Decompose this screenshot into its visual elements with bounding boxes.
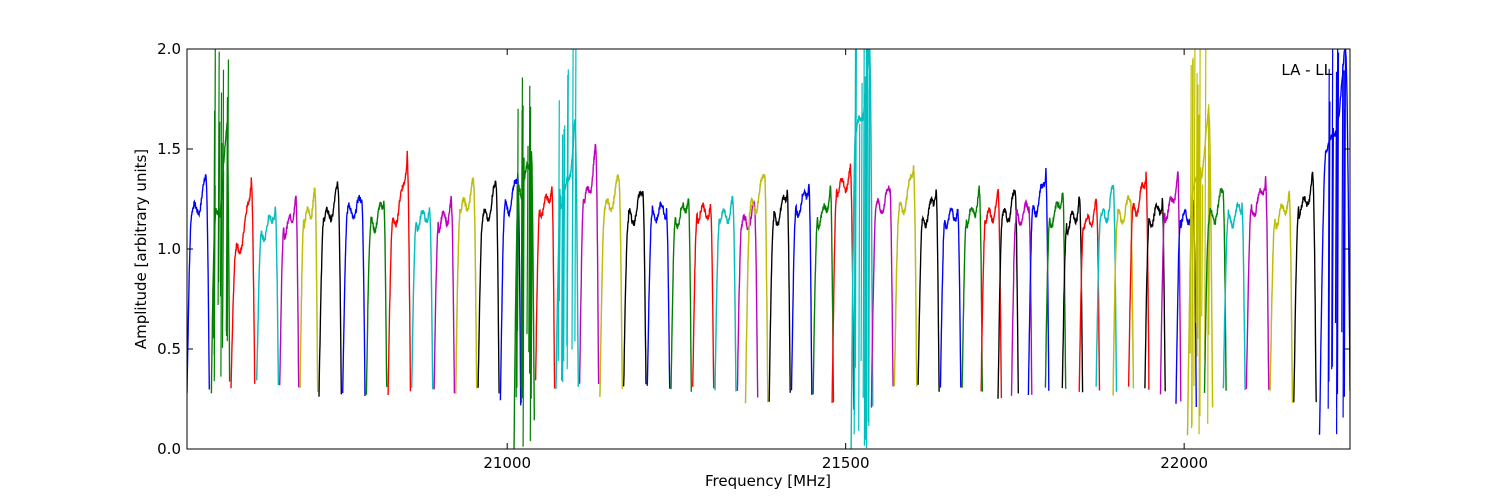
series-line	[455, 177, 478, 394]
series-line	[299, 187, 319, 392]
series-line	[768, 189, 791, 402]
series-line	[646, 201, 671, 389]
series-line	[256, 206, 280, 386]
x-axis: 21000 21500 22000	[483, 49, 1208, 472]
series-background-trace	[230, 177, 256, 389]
series-line	[1175, 199, 1197, 408]
series-line	[1293, 171, 1317, 403]
series-line	[318, 181, 342, 397]
series-background-trace	[893, 165, 918, 387]
series-line	[1010, 199, 1033, 396]
y-tick-label: 0.5	[157, 340, 181, 358]
series-line	[230, 177, 256, 389]
series-line	[477, 180, 500, 394]
series-background-trace	[318, 181, 343, 397]
chart-annotation: LA - LL	[1281, 61, 1332, 79]
y-axis: 0.0 0.5 1.0 1.5 2.0	[157, 40, 1350, 458]
x-tick-label: 21500	[822, 454, 870, 472]
series-line	[692, 202, 715, 389]
series-line	[622, 190, 647, 387]
x-axis-label: Frequency [MHz]	[705, 472, 831, 490]
series-line	[980, 188, 1003, 399]
series-line	[736, 200, 759, 398]
series-line	[187, 173, 210, 394]
y-tick-label: 0.0	[157, 440, 181, 458]
series-line	[599, 174, 623, 397]
y-tick-label: 1.5	[157, 140, 181, 158]
series-line	[670, 198, 692, 392]
series-line	[831, 163, 855, 410]
series-background-trace	[433, 195, 456, 394]
series-spikes	[213, 49, 229, 382]
series-background-trace	[961, 185, 984, 392]
series-background-trace	[255, 206, 280, 386]
series-background-trace	[831, 163, 855, 410]
series-background-trace	[812, 185, 835, 403]
series-line	[342, 194, 366, 397]
series-line	[1112, 195, 1135, 396]
y-tick-label: 1.0	[157, 240, 181, 258]
series-background-trace	[1269, 190, 1294, 403]
series-line	[365, 200, 388, 395]
series-spikes	[1327, 49, 1347, 435]
series-line	[433, 195, 456, 394]
series-line	[387, 150, 412, 396]
series-background-trace	[714, 195, 737, 392]
series-background-trace	[365, 200, 388, 395]
series-line	[411, 207, 434, 390]
series-spikes	[557, 49, 577, 383]
series-background-trace	[1245, 176, 1270, 390]
series-line	[1027, 167, 1050, 396]
y-axis-label: Amplitude [arbitrary units]	[132, 149, 150, 349]
series-background-trace	[1293, 171, 1317, 403]
series-spikes	[515, 77, 533, 447]
series-line	[1245, 176, 1270, 390]
series-line	[1144, 197, 1166, 392]
series-line	[1044, 192, 1067, 389]
series-line	[961, 185, 984, 392]
series-line	[1061, 196, 1084, 393]
series-line	[534, 186, 556, 389]
series-line	[744, 173, 769, 404]
series-line	[997, 189, 1019, 399]
series-spikes	[853, 49, 871, 449]
series-line	[812, 185, 835, 403]
series-line	[1203, 187, 1227, 393]
series-background-trace	[187, 173, 211, 394]
series-background-trace	[477, 180, 500, 394]
series-line	[870, 185, 894, 408]
series-line	[1095, 184, 1118, 392]
series-line	[893, 165, 918, 387]
series-line	[578, 143, 600, 385]
series-background-trace	[917, 189, 940, 392]
series-background-trace	[387, 150, 412, 396]
x-tick-label: 21000	[483, 454, 531, 472]
series-background-trace	[578, 143, 600, 385]
series-line	[279, 195, 300, 388]
plot-area	[187, 49, 1350, 449]
series-background-trace	[299, 187, 319, 392]
series-line	[1269, 190, 1294, 403]
series-line	[714, 195, 737, 392]
series-background-trace	[790, 183, 813, 395]
series-line	[1078, 198, 1101, 392]
series-line	[790, 183, 813, 395]
series-spikes	[1189, 49, 1211, 435]
series-line	[1159, 171, 1182, 402]
series-line	[939, 207, 962, 388]
series-line	[917, 189, 940, 392]
series-background-trace	[768, 189, 791, 402]
y-tick-label: 2.0	[157, 40, 181, 58]
series-line	[1127, 171, 1150, 390]
series-background-trace	[278, 195, 300, 388]
x-tick-label: 22000	[1160, 454, 1208, 472]
series-line	[1222, 201, 1246, 391]
